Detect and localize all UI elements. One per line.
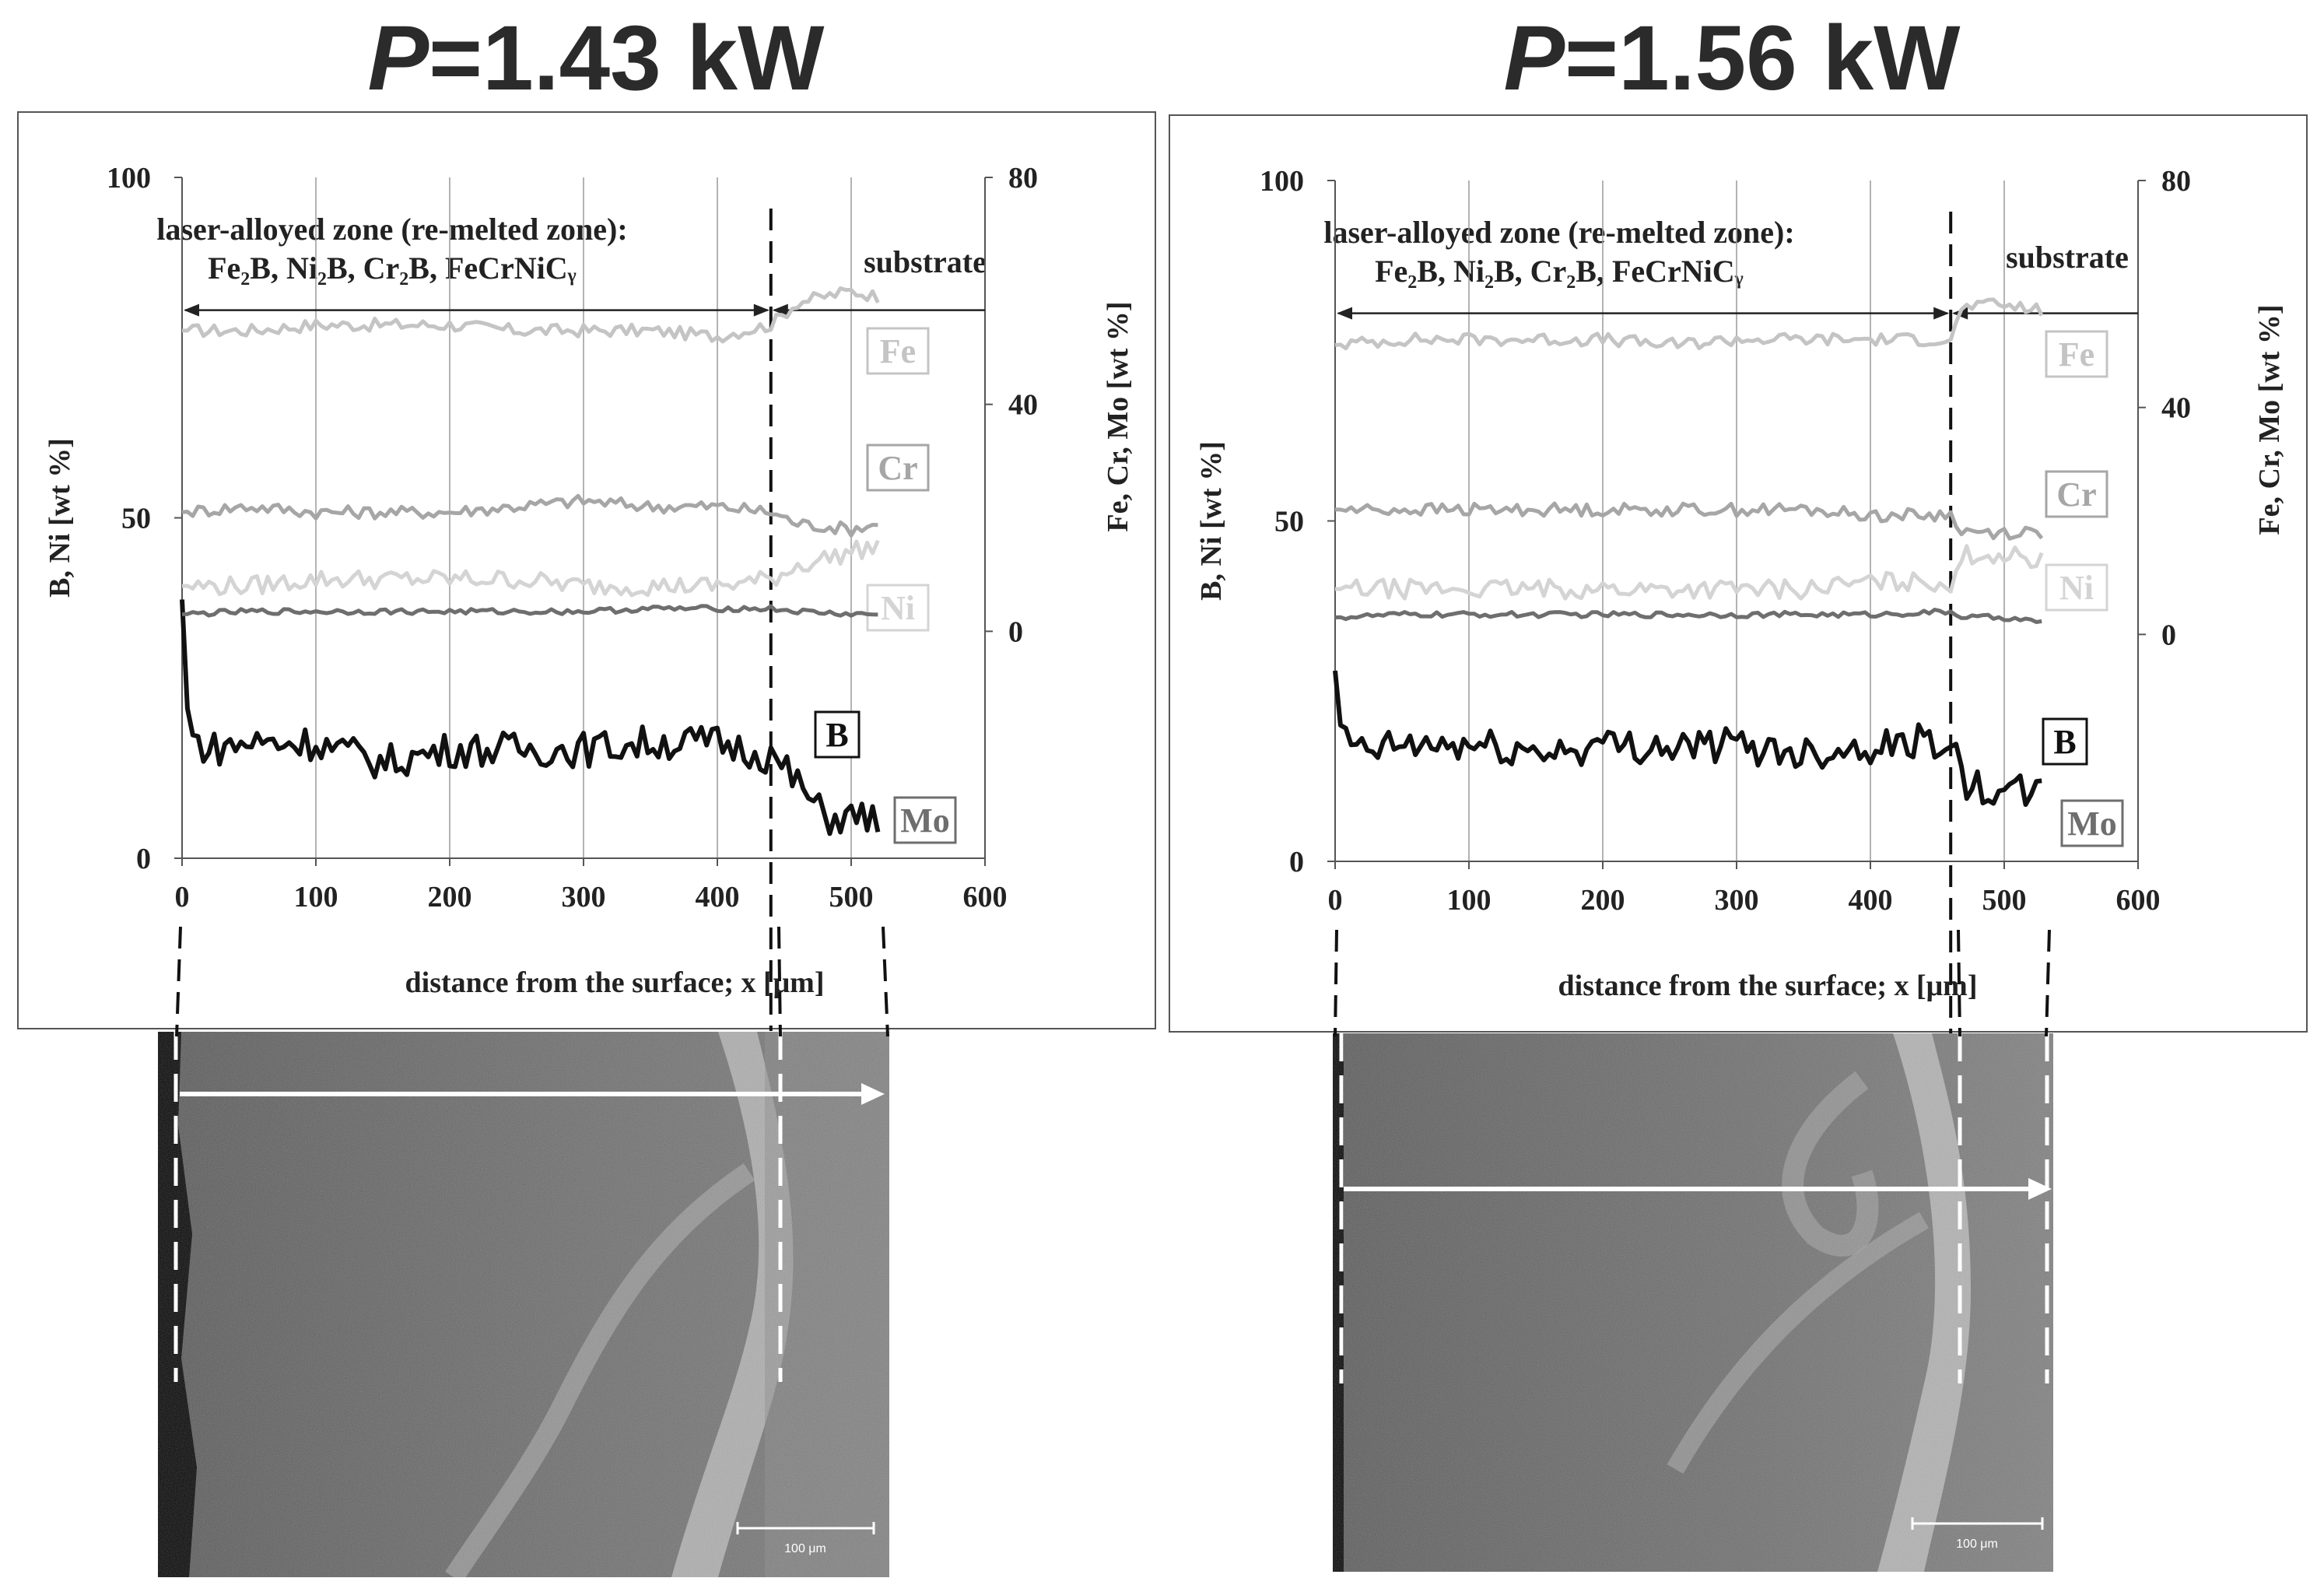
zone-label-line2: Fe₂B, Ni₂B, Cr₂B, FeCrNiCᵧ (208, 251, 577, 286)
series-label-box-mo (893, 796, 957, 844)
y-tick-label: 100 (107, 162, 151, 195)
x-tick-label: 500 (1982, 884, 2027, 917)
x-tick-label: 400 (696, 881, 740, 913)
series-line-cr (181, 493, 878, 538)
series-label-box-cr (2045, 470, 2108, 518)
series-label-b: B (2053, 723, 2076, 761)
y2-tick-label: 40 (2161, 392, 2191, 425)
series-label-fe: Fe (2059, 335, 2094, 373)
series-line-mo (1334, 608, 2042, 624)
zone-arrow-head (753, 303, 769, 317)
x-tick-label: 100 (1447, 884, 1491, 917)
zone-arrow-head (1337, 307, 1352, 320)
panel-title-right: P=1.56 kW (1503, 7, 1961, 110)
zone-label-line1: laser-alloyed zone (re-melted zone): (1323, 215, 1794, 250)
chart-frame-right: laser-alloyed zone (re-melted zone): Fe₂… (1169, 114, 2308, 1034)
y-tick-label: 100 (1260, 165, 1304, 198)
y2-tick-label: 80 (2161, 165, 2191, 198)
series-line-b (1333, 670, 2042, 807)
series-label-cr: Cr (878, 449, 917, 487)
substrate-arrow-head (772, 303, 788, 317)
series-label-box-ni (2045, 563, 2108, 612)
series-line-ni (1335, 544, 2044, 601)
micrograph-left-image: 100 μm (158, 1032, 889, 1577)
series-label-mo: Mo (900, 801, 950, 840)
series-line-cr (1335, 501, 2044, 541)
series-label-b: B (825, 716, 848, 754)
chart-frame-left: laser-alloyed zone (re-melted zone): Fe₂… (17, 111, 1156, 1031)
y2-axis-label: Fe, Cr, Mo [wt %] (1102, 301, 1134, 531)
y-axis-label: B, Ni [wt %] (1195, 441, 1228, 601)
zone-label-line2: Fe₂B, Ni₂B, Cr₂B, FeCrNiCᵧ (1375, 254, 1744, 289)
series-label-ni: Ni (881, 589, 915, 627)
x-tick-label: 500 (829, 881, 874, 913)
series-label-box-mo (2060, 799, 2124, 847)
scale-bar-label: 100 μm (1956, 1538, 1998, 1551)
zone-arrow-head (1933, 307, 1950, 320)
y-tick-label: 0 (136, 843, 151, 875)
x-tick-label: 200 (1581, 884, 1625, 917)
x-axis-label: distance from the surface; x [μm] (1558, 970, 1978, 1002)
x-tick-label: 100 (294, 881, 338, 913)
series-label-box-cr (866, 444, 930, 492)
y-axis-label: B, Ni [wt %] (44, 438, 76, 598)
zone-arrow-head (184, 303, 199, 317)
x-tick-label: 600 (2116, 884, 2161, 917)
panel-title-left: P=1.43 kW (367, 7, 825, 110)
series-label-mo: Mo (2067, 805, 2117, 843)
x-tick-label: 600 (963, 881, 1008, 913)
chart-left: laser-alloyed zone (re-melted zone): Fe₂… (44, 162, 1134, 1031)
series-line-fe (1334, 297, 2044, 351)
y-tick-label: 50 (1274, 506, 1304, 538)
micrograph-right-image: 100 μm (1333, 1033, 2053, 1572)
series-label-box-b (2042, 717, 2088, 766)
y2-tick-label: 80 (1008, 162, 1038, 195)
series-label-box-fe (866, 327, 930, 375)
x-axis-label: distance from the surface; x [μm] (405, 966, 825, 999)
micrograph-left: 100 μm (158, 1032, 889, 1577)
x-tick-label: 300 (562, 881, 606, 913)
x-tick-label: 0 (175, 881, 190, 913)
y2-axis-label: Fe, Cr, Mo [wt %] (2253, 304, 2286, 535)
series-label-box-ni (866, 584, 930, 632)
y2-tick-label: 0 (1008, 615, 1023, 648)
scale-bar-label: 100 μm (784, 1542, 826, 1555)
x-tick-label: 300 (1715, 884, 1759, 917)
series-line-ni (182, 539, 880, 598)
series-label-cr: Cr (2056, 475, 2096, 514)
x-tick-label: 0 (1328, 884, 1343, 917)
chart-right: laser-alloyed zone (re-melted zone): Fe₂… (1195, 165, 2286, 1034)
x-tick-label: 400 (1849, 884, 1893, 917)
series-label-ni: Ni (2059, 569, 2094, 607)
x-tick-label: 200 (428, 881, 472, 913)
series-line-fe (182, 286, 880, 344)
y2-tick-label: 40 (1008, 389, 1038, 422)
micrograph-right: 100 μm (1333, 1033, 2053, 1572)
series-label-fe: Fe (880, 332, 916, 370)
y-tick-label: 0 (1289, 846, 1304, 878)
series-label-box-fe (2045, 330, 2108, 378)
y-tick-label: 50 (121, 503, 151, 535)
substrate-label: substrate (864, 244, 987, 279)
y2-tick-label: 0 (2161, 619, 2176, 651)
zone-label-line1: laser-alloyed zone (re-melted zone): (156, 212, 627, 247)
series-label-box-b (814, 710, 861, 759)
substrate-label: substrate (2006, 240, 2129, 275)
series-line-b (180, 599, 881, 836)
series-line-mo (181, 604, 878, 618)
